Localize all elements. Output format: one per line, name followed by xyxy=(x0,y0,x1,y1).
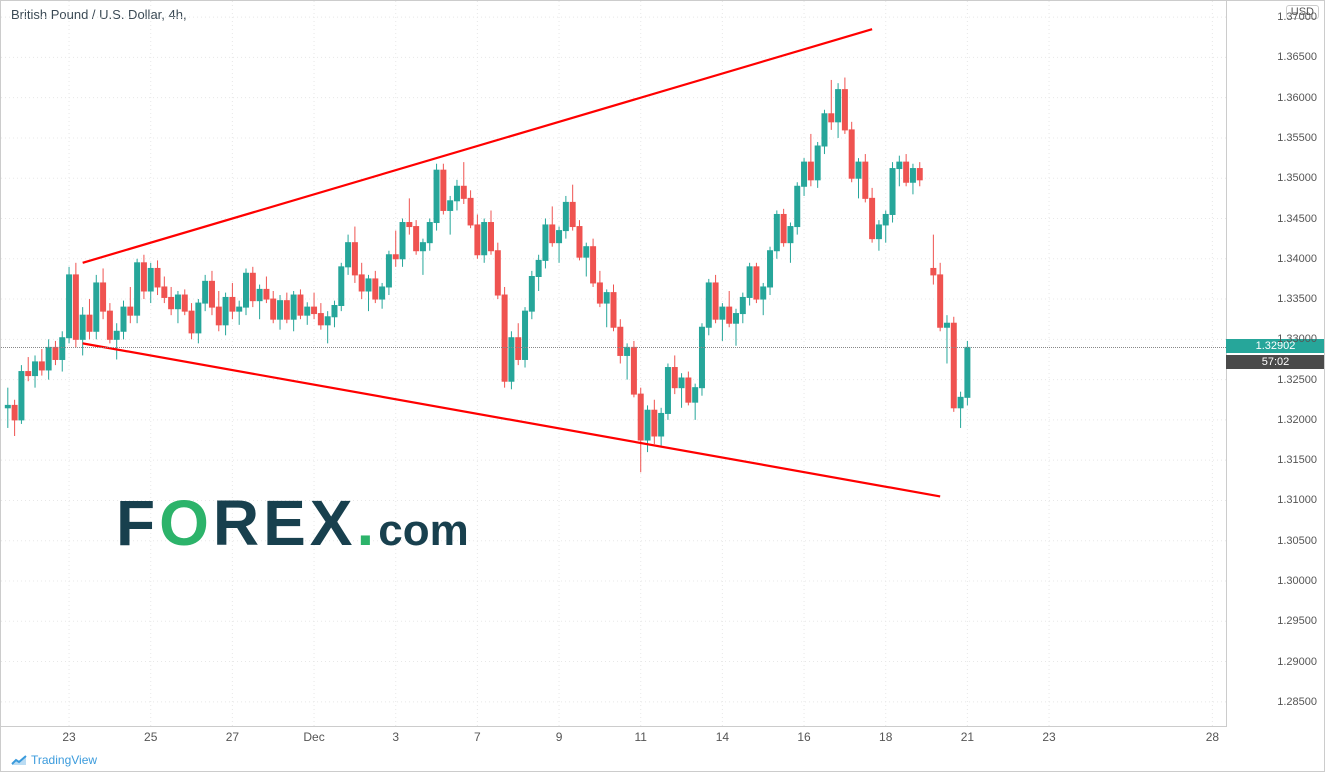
price-tick: 1.34500 xyxy=(1277,213,1317,225)
countdown-badge: 57:02 xyxy=(1226,355,1325,369)
time-tick: 11 xyxy=(634,730,646,744)
price-tick: 1.31000 xyxy=(1277,494,1317,506)
price-tick: 1.37000 xyxy=(1277,11,1317,23)
price-tick: 1.32500 xyxy=(1277,374,1317,386)
time-tick: 18 xyxy=(879,730,892,744)
tradingview-attribution[interactable]: TradingView xyxy=(11,753,97,767)
time-tick: 23 xyxy=(1042,730,1055,744)
chart-plot-area[interactable]: FOREX.com xyxy=(1,1,1227,727)
time-tick: 16 xyxy=(797,730,810,744)
time-tick: 9 xyxy=(556,730,563,744)
logo-post: REX xyxy=(213,487,357,559)
countdown-value: 57:02 xyxy=(1262,356,1290,368)
price-tick: 1.35500 xyxy=(1277,132,1317,144)
price-tick: 1.30000 xyxy=(1277,575,1317,587)
time-tick: 28 xyxy=(1206,730,1219,744)
time-axis[interactable]: 23 25 27 Dec 3 7 9 11 14 16 18 21 23 28 xyxy=(1,726,1226,751)
logo-com: com xyxy=(378,506,468,555)
time-tick: 23 xyxy=(62,730,75,744)
price-tick: 1.30500 xyxy=(1277,535,1317,547)
chart-container: British Pound / U.S. Dollar, 4h, FOREX.c… xyxy=(0,0,1325,772)
time-tick: 27 xyxy=(226,730,239,744)
price-tick: 1.31500 xyxy=(1277,454,1317,466)
tradingview-label: TradingView xyxy=(31,753,97,767)
price-tick: 1.36500 xyxy=(1277,51,1317,63)
price-tick: 1.34000 xyxy=(1277,253,1317,265)
time-tick: 25 xyxy=(144,730,157,744)
price-tick: 1.29000 xyxy=(1277,656,1317,668)
logo-o: O xyxy=(159,487,213,559)
time-tick: 3 xyxy=(392,730,399,744)
price-tick: 1.28500 xyxy=(1277,696,1317,708)
time-tick: Dec xyxy=(303,730,324,744)
price-tick: 1.33000 xyxy=(1277,333,1317,345)
price-tick: 1.36000 xyxy=(1277,92,1317,104)
time-tick: 14 xyxy=(716,730,729,744)
logo-pre: F xyxy=(116,487,159,559)
price-line xyxy=(1,347,1226,348)
price-axis[interactable]: USD 1.32902 57:02 1.285001.290001.295001… xyxy=(1226,1,1325,726)
time-tick: 21 xyxy=(961,730,974,744)
price-tick: 1.29500 xyxy=(1277,615,1317,627)
time-tick: 7 xyxy=(474,730,481,744)
logo-dot: . xyxy=(356,487,378,559)
forex-logo: FOREX.com xyxy=(116,486,469,560)
price-tick: 1.32000 xyxy=(1277,414,1317,426)
tradingview-icon xyxy=(11,754,27,766)
price-tick: 1.35000 xyxy=(1277,172,1317,184)
price-tick: 1.33500 xyxy=(1277,293,1317,305)
